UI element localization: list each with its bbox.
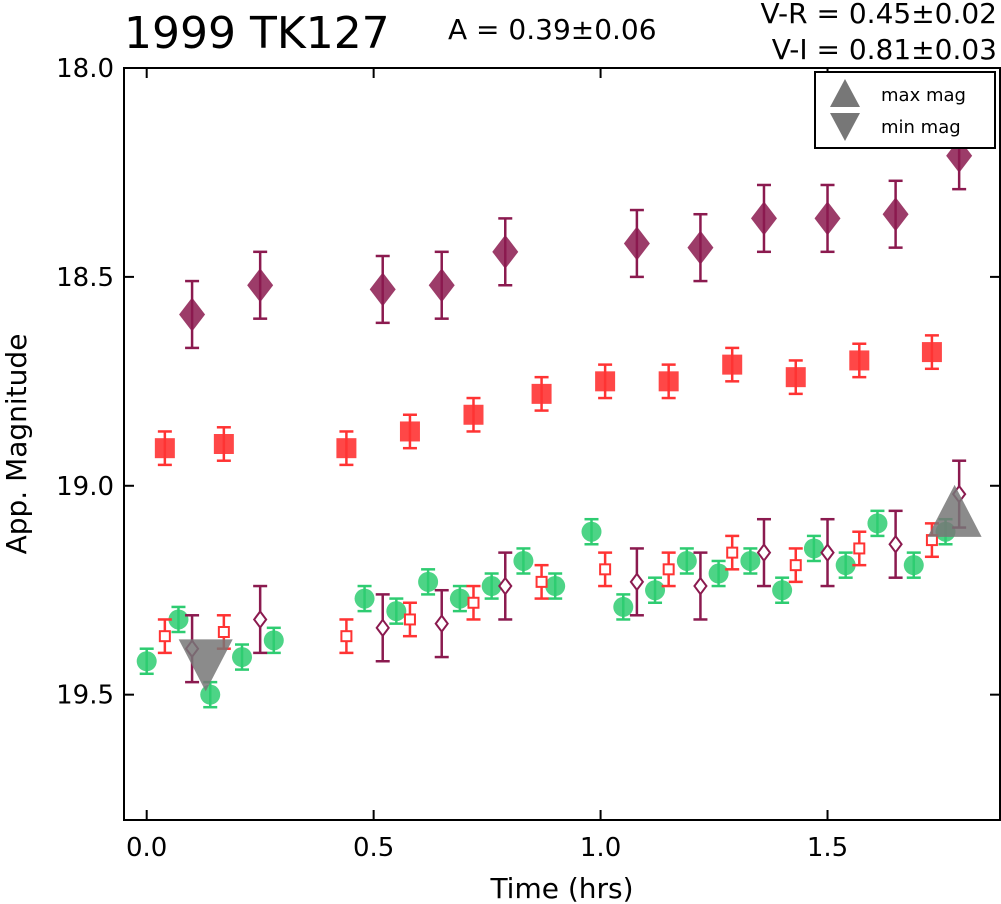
data-point-circle	[676, 550, 697, 571]
y-tick-label: 19.0	[56, 472, 114, 502]
data-point-square-open	[662, 563, 675, 576]
legend-max-mag-icon	[830, 79, 860, 107]
y-axis-label: App. Magnitude	[0, 334, 33, 555]
data-point-square-open	[467, 596, 480, 609]
data-point-diamond	[687, 230, 714, 265]
data-point-square-open	[217, 626, 230, 638]
data-point-circle	[581, 521, 602, 542]
x-tick-label: 0.0	[126, 833, 167, 863]
data-point-diamond	[882, 197, 909, 232]
data-point-circle	[803, 538, 824, 559]
data-point-circle	[772, 580, 793, 601]
data-point-diamond	[428, 268, 455, 303]
data-point-square-open	[853, 542, 866, 555]
max-mag-marker	[927, 484, 982, 537]
color-vi-label: V-I = 0.81±0.03	[771, 33, 997, 66]
data-point-circle	[232, 647, 253, 668]
legend-label: max mag	[881, 85, 966, 106]
axis-layer: 0.0 0.5 1.0 1.5 18.0 18.5 19.0 19.5	[56, 54, 1000, 863]
data-point-diamond-open	[693, 576, 708, 596]
data-point-circle	[168, 609, 189, 630]
data-point-circle	[386, 601, 407, 622]
data-point-diamond	[814, 201, 841, 236]
x-tick-label: 0.5	[353, 833, 394, 863]
data-point-diamond-open	[820, 542, 835, 563]
data-point-diamond	[247, 268, 274, 303]
data-point-square	[531, 383, 552, 404]
x-tick-label: 1.0	[580, 833, 621, 863]
data-point-circle	[481, 576, 502, 597]
x-axis-label: Time (hrs)	[489, 872, 633, 904]
x-tick-label: 1.5	[807, 833, 848, 863]
data-point-diamond-open	[498, 576, 513, 596]
data-point-square	[463, 404, 484, 425]
data-point-circle	[545, 576, 566, 597]
data-point-circle	[200, 684, 221, 705]
data-point-circle	[354, 588, 375, 609]
data-point-square	[722, 354, 743, 375]
data-point-diamond-open	[434, 613, 449, 634]
data-point-square	[213, 434, 234, 454]
data-point-circle	[136, 651, 157, 672]
y-tick-label: 18.0	[56, 54, 114, 84]
data-point-square	[595, 371, 616, 392]
amplitude-label: A = 0.39±0.06	[448, 13, 657, 46]
data-point-square-open	[599, 563, 612, 576]
data-point-circle	[449, 588, 470, 609]
data-point-diamond	[492, 234, 519, 269]
legend-min-mag-icon	[830, 113, 860, 141]
data-point-circle	[835, 555, 856, 576]
data-point-diamond-open	[629, 572, 645, 592]
data-point-square	[154, 438, 175, 459]
min-mag-marker	[178, 639, 233, 692]
data-point-square-open	[726, 546, 739, 559]
y-tick-label: 18.5	[56, 263, 114, 293]
data-point-square	[658, 371, 679, 392]
data-layer	[136, 121, 982, 709]
data-point-square	[849, 350, 870, 371]
plot-frame	[123, 67, 1001, 821]
chart-title: 1999 TK127	[124, 8, 390, 59]
y-tick-label: 19.5	[56, 681, 114, 711]
data-point-diamond	[179, 297, 206, 332]
data-point-square-open	[535, 575, 548, 588]
data-point-diamond-open	[375, 618, 390, 638]
data-point-diamond	[369, 272, 396, 307]
data-point-circle	[613, 596, 634, 617]
data-point-diamond	[623, 226, 650, 261]
data-point-circle	[263, 630, 284, 651]
data-point-square-open	[340, 630, 353, 643]
data-point-diamond	[750, 201, 777, 236]
data-point-circle	[513, 550, 534, 571]
data-point-circle	[740, 550, 761, 571]
color-vr-label: V-R = 0.45±0.02	[760, 0, 997, 30]
data-point-square-open	[158, 630, 171, 643]
data-point-circle	[903, 555, 924, 576]
legend: max mag min mag	[814, 71, 996, 149]
data-point-diamond-open	[888, 534, 903, 554]
data-point-circle	[708, 563, 729, 584]
data-point-circle	[867, 513, 888, 534]
data-point-square	[336, 438, 357, 459]
data-point-square-open	[789, 559, 802, 572]
data-point-square	[785, 367, 806, 388]
data-point-square	[921, 342, 942, 363]
data-point-square-open	[403, 613, 416, 626]
legend-label: min mag	[881, 117, 961, 138]
data-point-circle	[645, 580, 666, 601]
data-point-square	[399, 421, 420, 442]
data-point-diamond-open	[252, 609, 268, 630]
data-point-diamond-open	[756, 542, 772, 563]
data-point-circle	[418, 571, 439, 592]
